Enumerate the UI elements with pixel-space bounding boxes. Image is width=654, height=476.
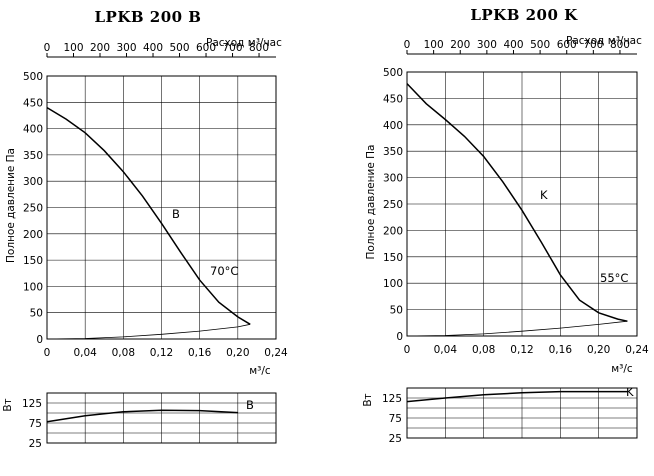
- top-tick-label: 0: [404, 39, 411, 51]
- y-tick-label: 500: [383, 67, 403, 79]
- power-y-tick-label: 25: [389, 433, 402, 445]
- x-tick-label: 0: [404, 344, 411, 356]
- top-tick-label: 800: [610, 39, 630, 51]
- top-tick-label: 300: [477, 39, 497, 51]
- plot-frame: [46, 75, 277, 340]
- y-tick-label: 250: [383, 199, 403, 211]
- y-tick-label: 100: [23, 281, 43, 293]
- x-tick-label: 0,12: [510, 344, 533, 356]
- y-tick-label: 0: [36, 334, 43, 346]
- top-tick-label: 100: [63, 42, 83, 54]
- y-axis-label: Полное давление Па: [365, 145, 377, 260]
- x-tick-label: 0,08: [112, 347, 135, 359]
- x-tick-label: 0,08: [472, 344, 495, 356]
- curve-label: B: [172, 207, 180, 221]
- top-tick-label: 400: [143, 42, 163, 54]
- top-tick-label: 600: [196, 42, 216, 54]
- top-axis-label: Расход м³/час: [206, 37, 282, 49]
- power-frame: [406, 387, 638, 439]
- power-y-tick-label: 125: [22, 398, 42, 410]
- x-tick-label: 0: [44, 347, 51, 359]
- top-tick-label: 600: [557, 39, 577, 51]
- y-tick-label: 500: [23, 71, 43, 83]
- power-y-tick-label: 125: [382, 393, 402, 405]
- x-axis-label: м³/с: [249, 365, 271, 377]
- power-curve-label: K: [626, 385, 634, 399]
- power-y-tick-label: 25: [29, 438, 42, 450]
- top-tick-label: 500: [169, 42, 189, 54]
- y-tick-label: 200: [23, 229, 43, 241]
- top-tick-label: 300: [116, 42, 136, 54]
- system-curve: [46, 323, 251, 340]
- plot-frame: [406, 71, 638, 337]
- y-tick-label: 100: [383, 278, 403, 290]
- y-tick-label: 0: [396, 331, 403, 343]
- y-tick-label: 150: [383, 252, 403, 264]
- chart-panel-1: LPKB 200 B0 100 200 300 400 500 600 700 800Расхо…: [2, 8, 288, 450]
- power-y-tick-label: 75: [29, 418, 42, 430]
- power-y-axis-label: Вт: [362, 393, 374, 406]
- top-tick-label: 700: [583, 39, 603, 51]
- y-tick-label: 50: [30, 308, 43, 320]
- pressure-curve: [406, 83, 628, 322]
- top-tick-label: 0: [44, 42, 51, 54]
- y-tick-label: 350: [383, 146, 403, 158]
- x-tick-label: 0,16: [188, 347, 212, 359]
- y-tick-label: 400: [383, 120, 403, 132]
- y-tick-label: 450: [383, 93, 403, 105]
- y-tick-label: 300: [383, 173, 403, 185]
- power-curve: [46, 409, 238, 423]
- top-tick-label: 800: [249, 42, 269, 54]
- x-tick-label: 0,04: [434, 344, 458, 356]
- x-tick-label: 0,16: [549, 344, 573, 356]
- top-tick-label: 100: [424, 39, 444, 51]
- y-tick-label: 200: [383, 225, 403, 237]
- top-tick-label: 200: [90, 42, 110, 54]
- temperature-annotation: 55°C: [600, 271, 628, 285]
- power-curve: [406, 390, 628, 403]
- y-tick-label: 300: [23, 176, 43, 188]
- x-tick-label: 0,24: [264, 347, 288, 359]
- x-axis-label: м³/с: [611, 363, 633, 375]
- y-tick-label: 400: [23, 124, 43, 136]
- x-tick-label: 0,20: [226, 347, 249, 359]
- top-tick-label: 400: [503, 39, 523, 51]
- top-axis-label: Расход м³/час: [566, 35, 642, 47]
- power-curve-label: B: [246, 398, 254, 412]
- top-tick-label: 200: [450, 39, 470, 51]
- y-axis-label: Полное давление Па: [5, 148, 17, 263]
- pressure-curve: [46, 106, 251, 325]
- power-y-axis-label: Вт: [2, 398, 14, 411]
- y-tick-label: 50: [390, 305, 403, 317]
- chart-panel-2: LPKB 200 K0 100 200 300 400 500 600 700 800Расхо…: [362, 6, 649, 445]
- x-tick-label: 0,12: [150, 347, 173, 359]
- y-tick-label: 450: [23, 97, 43, 109]
- x-tick-label: 0,20: [587, 344, 610, 356]
- curve-label: K: [540, 188, 548, 202]
- x-tick-label: 0,24: [625, 344, 649, 356]
- x-tick-label: 0,04: [73, 347, 97, 359]
- top-tick-label: 700: [223, 42, 243, 54]
- chart-title: LPKB 200 K: [470, 6, 578, 24]
- y-tick-label: 150: [23, 255, 43, 267]
- system-curve: [406, 320, 628, 337]
- temperature-annotation: 70°C: [210, 264, 238, 278]
- y-tick-label: 250: [23, 203, 43, 215]
- y-tick-label: 350: [23, 150, 43, 162]
- power-frame: [46, 392, 277, 444]
- top-tick-label: 500: [530, 39, 550, 51]
- chart-title: LPKB 200 B: [95, 8, 202, 26]
- power-y-tick-label: 75: [389, 413, 402, 425]
